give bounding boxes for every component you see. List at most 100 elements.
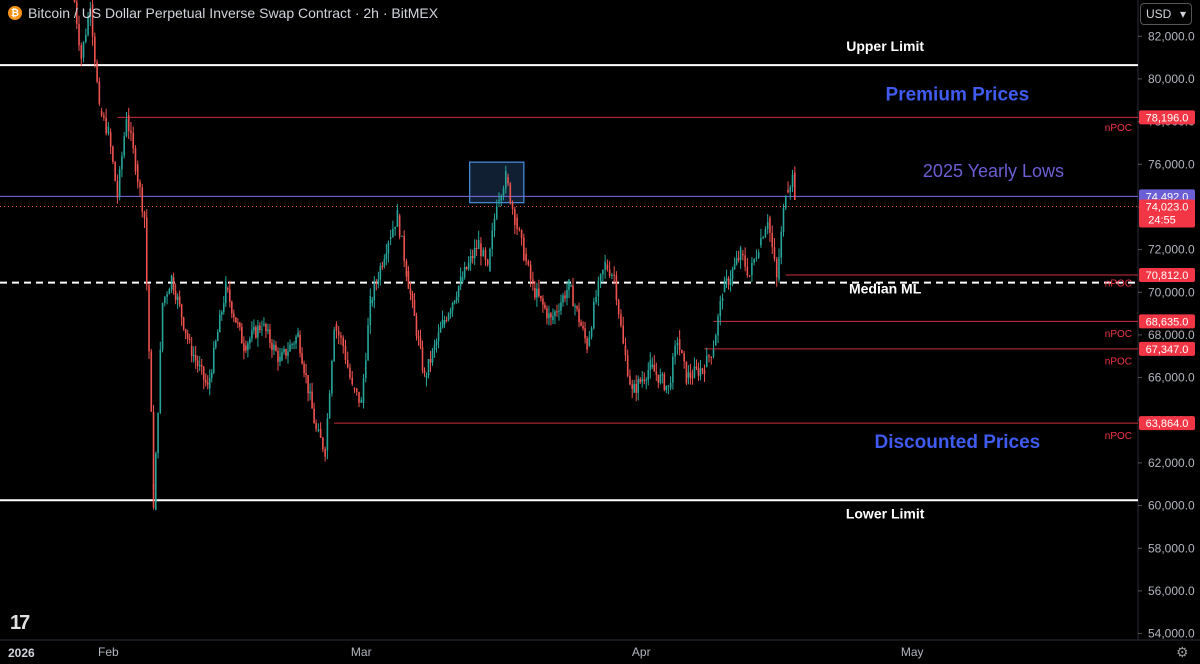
- candle-body: [546, 308, 548, 319]
- currency-selector[interactable]: USD ▾: [1140, 3, 1192, 25]
- candle-body: [182, 317, 185, 330]
- candle-body: [746, 266, 749, 276]
- candle-body: [423, 370, 426, 374]
- bitcoin-icon: ₿: [8, 6, 22, 20]
- candle-body: [681, 349, 683, 354]
- candle-body: [218, 314, 221, 333]
- candle-body: [340, 335, 342, 338]
- price-badge: [1139, 341, 1195, 356]
- candle-body: [313, 408, 315, 424]
- candle-body: [719, 300, 722, 317]
- npoc-label: nPOC: [1105, 329, 1132, 340]
- price-badge: [1139, 314, 1195, 329]
- candle-body: [271, 342, 273, 351]
- candle-body: [319, 429, 322, 438]
- candle-body: [139, 181, 141, 188]
- candle-body: [202, 366, 205, 380]
- candle-body: [507, 177, 509, 184]
- candle-body: [548, 313, 550, 319]
- candle-body: [459, 276, 462, 287]
- candle-body: [649, 360, 652, 371]
- candle-body: [554, 311, 556, 317]
- candle-body: [566, 290, 568, 299]
- candle-body: [107, 126, 110, 134]
- candle-body: [387, 242, 390, 254]
- candle-body: [672, 356, 674, 383]
- candle-body: [194, 355, 197, 361]
- candle-body: [631, 384, 634, 390]
- candle-body: [333, 330, 335, 362]
- candle-body: [257, 325, 259, 338]
- candle-body: [328, 393, 331, 419]
- candle-body: [661, 374, 664, 376]
- y-tick-label: 66,000.0: [1148, 371, 1195, 385]
- candle-body: [170, 275, 173, 290]
- candle-body: [421, 346, 424, 371]
- candle-body: [351, 377, 354, 385]
- candle-body: [445, 319, 448, 321]
- candle-body: [622, 325, 624, 344]
- candle-body: [383, 259, 386, 267]
- candle-body: [349, 367, 351, 378]
- candle-body: [723, 280, 726, 293]
- candle-body: [396, 209, 399, 227]
- candle-body: [168, 289, 171, 295]
- candle-body: [708, 355, 710, 357]
- candle-body: [491, 230, 494, 249]
- candle-body: [739, 247, 742, 260]
- candle-body: [105, 117, 107, 134]
- candle-body: [73, 0, 76, 2]
- candle-body: [136, 164, 139, 182]
- candle-body: [624, 345, 627, 356]
- candle-body: [744, 255, 746, 267]
- candle-body: [152, 484, 155, 508]
- candle-body: [275, 344, 277, 351]
- candle-body: [699, 368, 702, 376]
- candle-body: [367, 325, 369, 361]
- chart-title: Bitcoin / US Dollar Perpetual Inverse Sw…: [28, 5, 439, 21]
- candle-body: [471, 255, 474, 259]
- candle-body: [114, 161, 116, 182]
- candle-body: [91, 4, 94, 37]
- candle-body: [784, 196, 787, 209]
- candle-body: [255, 327, 257, 338]
- candle-body: [291, 344, 293, 346]
- candle-body: [606, 264, 609, 270]
- candle-body: [403, 235, 405, 262]
- candle-body: [394, 226, 396, 229]
- candle-body: [655, 371, 658, 375]
- price-badge-label: 70,812.0: [1146, 270, 1189, 282]
- candle-body: [373, 282, 376, 300]
- npoc-label: nPOC: [1105, 123, 1132, 134]
- y-tick-label: 76,000.0: [1148, 157, 1195, 171]
- candle-body: [486, 259, 489, 265]
- candle-body: [793, 172, 796, 200]
- candle-body: [771, 232, 774, 248]
- gear-icon[interactable]: ⚙: [1176, 644, 1189, 660]
- candle-body: [552, 316, 554, 320]
- candle-body: [273, 344, 275, 351]
- candle-body: [293, 343, 295, 345]
- candle-body: [200, 365, 203, 367]
- candle-body: [309, 391, 311, 394]
- candle-body: [249, 338, 251, 344]
- candle-body: [659, 374, 662, 383]
- candle-body: [523, 237, 525, 261]
- candle-body: [235, 317, 237, 323]
- candle-body: [259, 325, 261, 330]
- candle-body: [578, 308, 580, 323]
- candle-body: [443, 319, 446, 325]
- candle-body: [429, 359, 432, 363]
- candle-body: [413, 299, 416, 316]
- candle-body: [615, 275, 618, 301]
- x-tick-label: Mar: [351, 645, 372, 659]
- candle-body: [311, 391, 313, 409]
- y-tick-label: 82,000.0: [1148, 29, 1195, 43]
- candle-body: [703, 370, 706, 375]
- candle-body: [145, 217, 148, 285]
- candle-body: [307, 375, 309, 394]
- candle-body: [283, 349, 285, 353]
- candle-body: [377, 279, 380, 283]
- candle-body: [753, 258, 755, 263]
